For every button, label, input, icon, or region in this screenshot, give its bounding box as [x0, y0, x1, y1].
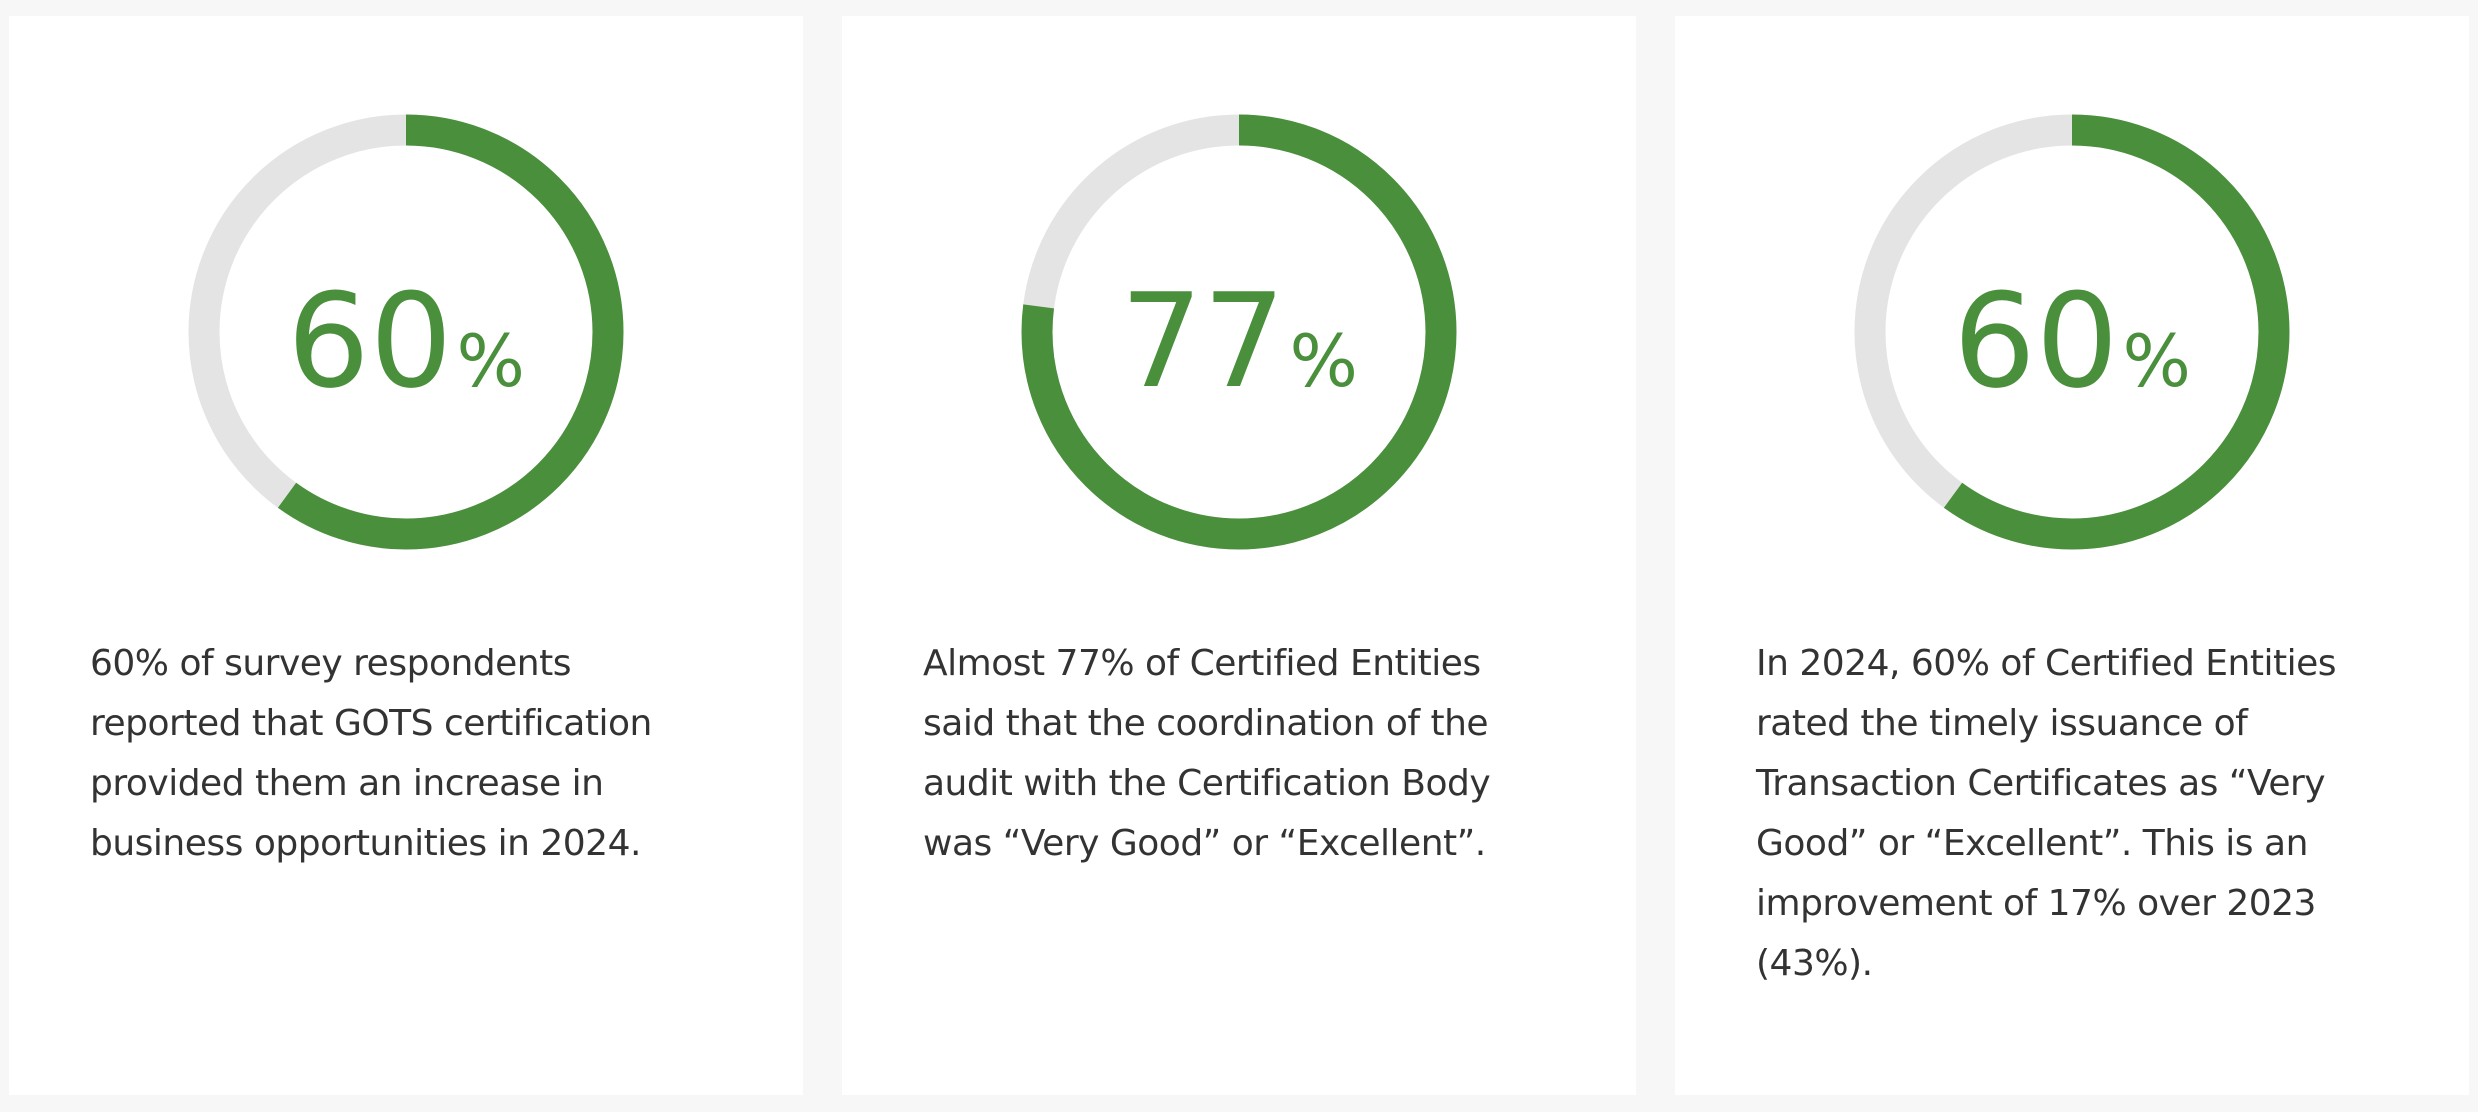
value-unit: % [457, 319, 525, 403]
caption: 60% of survey respondents reported that … [90, 643, 652, 864]
donut-value: 60% [1953, 265, 2191, 417]
value-number: 60 [1953, 265, 2118, 417]
stat-card: 60% In 2024, 60% of Certified Entities ra… [1675, 16, 2469, 1095]
stat-card: 60% 60% of survey respondents reported th… [9, 16, 803, 1095]
value-unit: % [2123, 319, 2191, 403]
value-number: 60 [287, 265, 452, 417]
value-number: 77 [1120, 265, 1285, 417]
caption: In 2024, 60% of Certified Entities rated… [1756, 643, 2337, 984]
donut-chart: 60% [1854, 114, 2290, 550]
stat-card: 77% Almost 77% of Certified Entities said… [842, 16, 1636, 1095]
value-unit: % [1290, 319, 1358, 403]
donut-arc [1854, 114, 2290, 550]
donut-value: 60% [287, 265, 525, 417]
donut-arc [1021, 114, 1457, 550]
donut-value: 77% [1120, 265, 1358, 417]
donut-chart: 60% [188, 114, 624, 550]
donut-chart: 77% [1021, 114, 1457, 550]
caption: Almost 77% of Certified Entities said th… [923, 643, 1491, 864]
donut-arc [188, 114, 624, 550]
